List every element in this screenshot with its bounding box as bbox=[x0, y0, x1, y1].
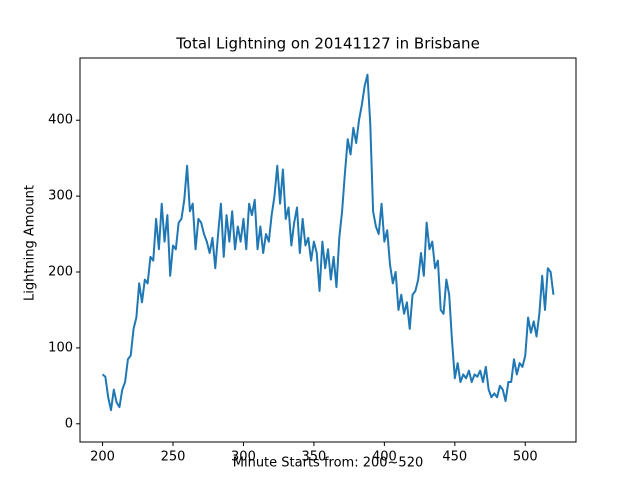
plot-frame bbox=[79, 57, 577, 443]
x-tick-label: 200 bbox=[90, 450, 115, 465]
x-tick-label: 450 bbox=[442, 450, 467, 465]
x-axis-label: Minute Starts from: 200~520 bbox=[233, 456, 423, 471]
chart-title: Total Lightning on 20141127 in Brisbane bbox=[175, 35, 480, 53]
x-tick-label: 400 bbox=[372, 450, 397, 465]
x-tick-label: 300 bbox=[231, 450, 256, 465]
data-line bbox=[101, 73, 555, 412]
y-tick-label: 400 bbox=[48, 113, 73, 128]
x-tick-label: 500 bbox=[513, 450, 538, 465]
y-tick-label: 100 bbox=[48, 340, 73, 355]
x-tick-label: 350 bbox=[301, 450, 326, 465]
x-tick-label: 250 bbox=[161, 450, 186, 465]
y-tick-label: 300 bbox=[48, 189, 73, 204]
y-tick-label: 0 bbox=[65, 416, 73, 431]
y-tick-label: 200 bbox=[48, 265, 73, 280]
y-axis-label: Lightning Amount bbox=[23, 185, 38, 301]
